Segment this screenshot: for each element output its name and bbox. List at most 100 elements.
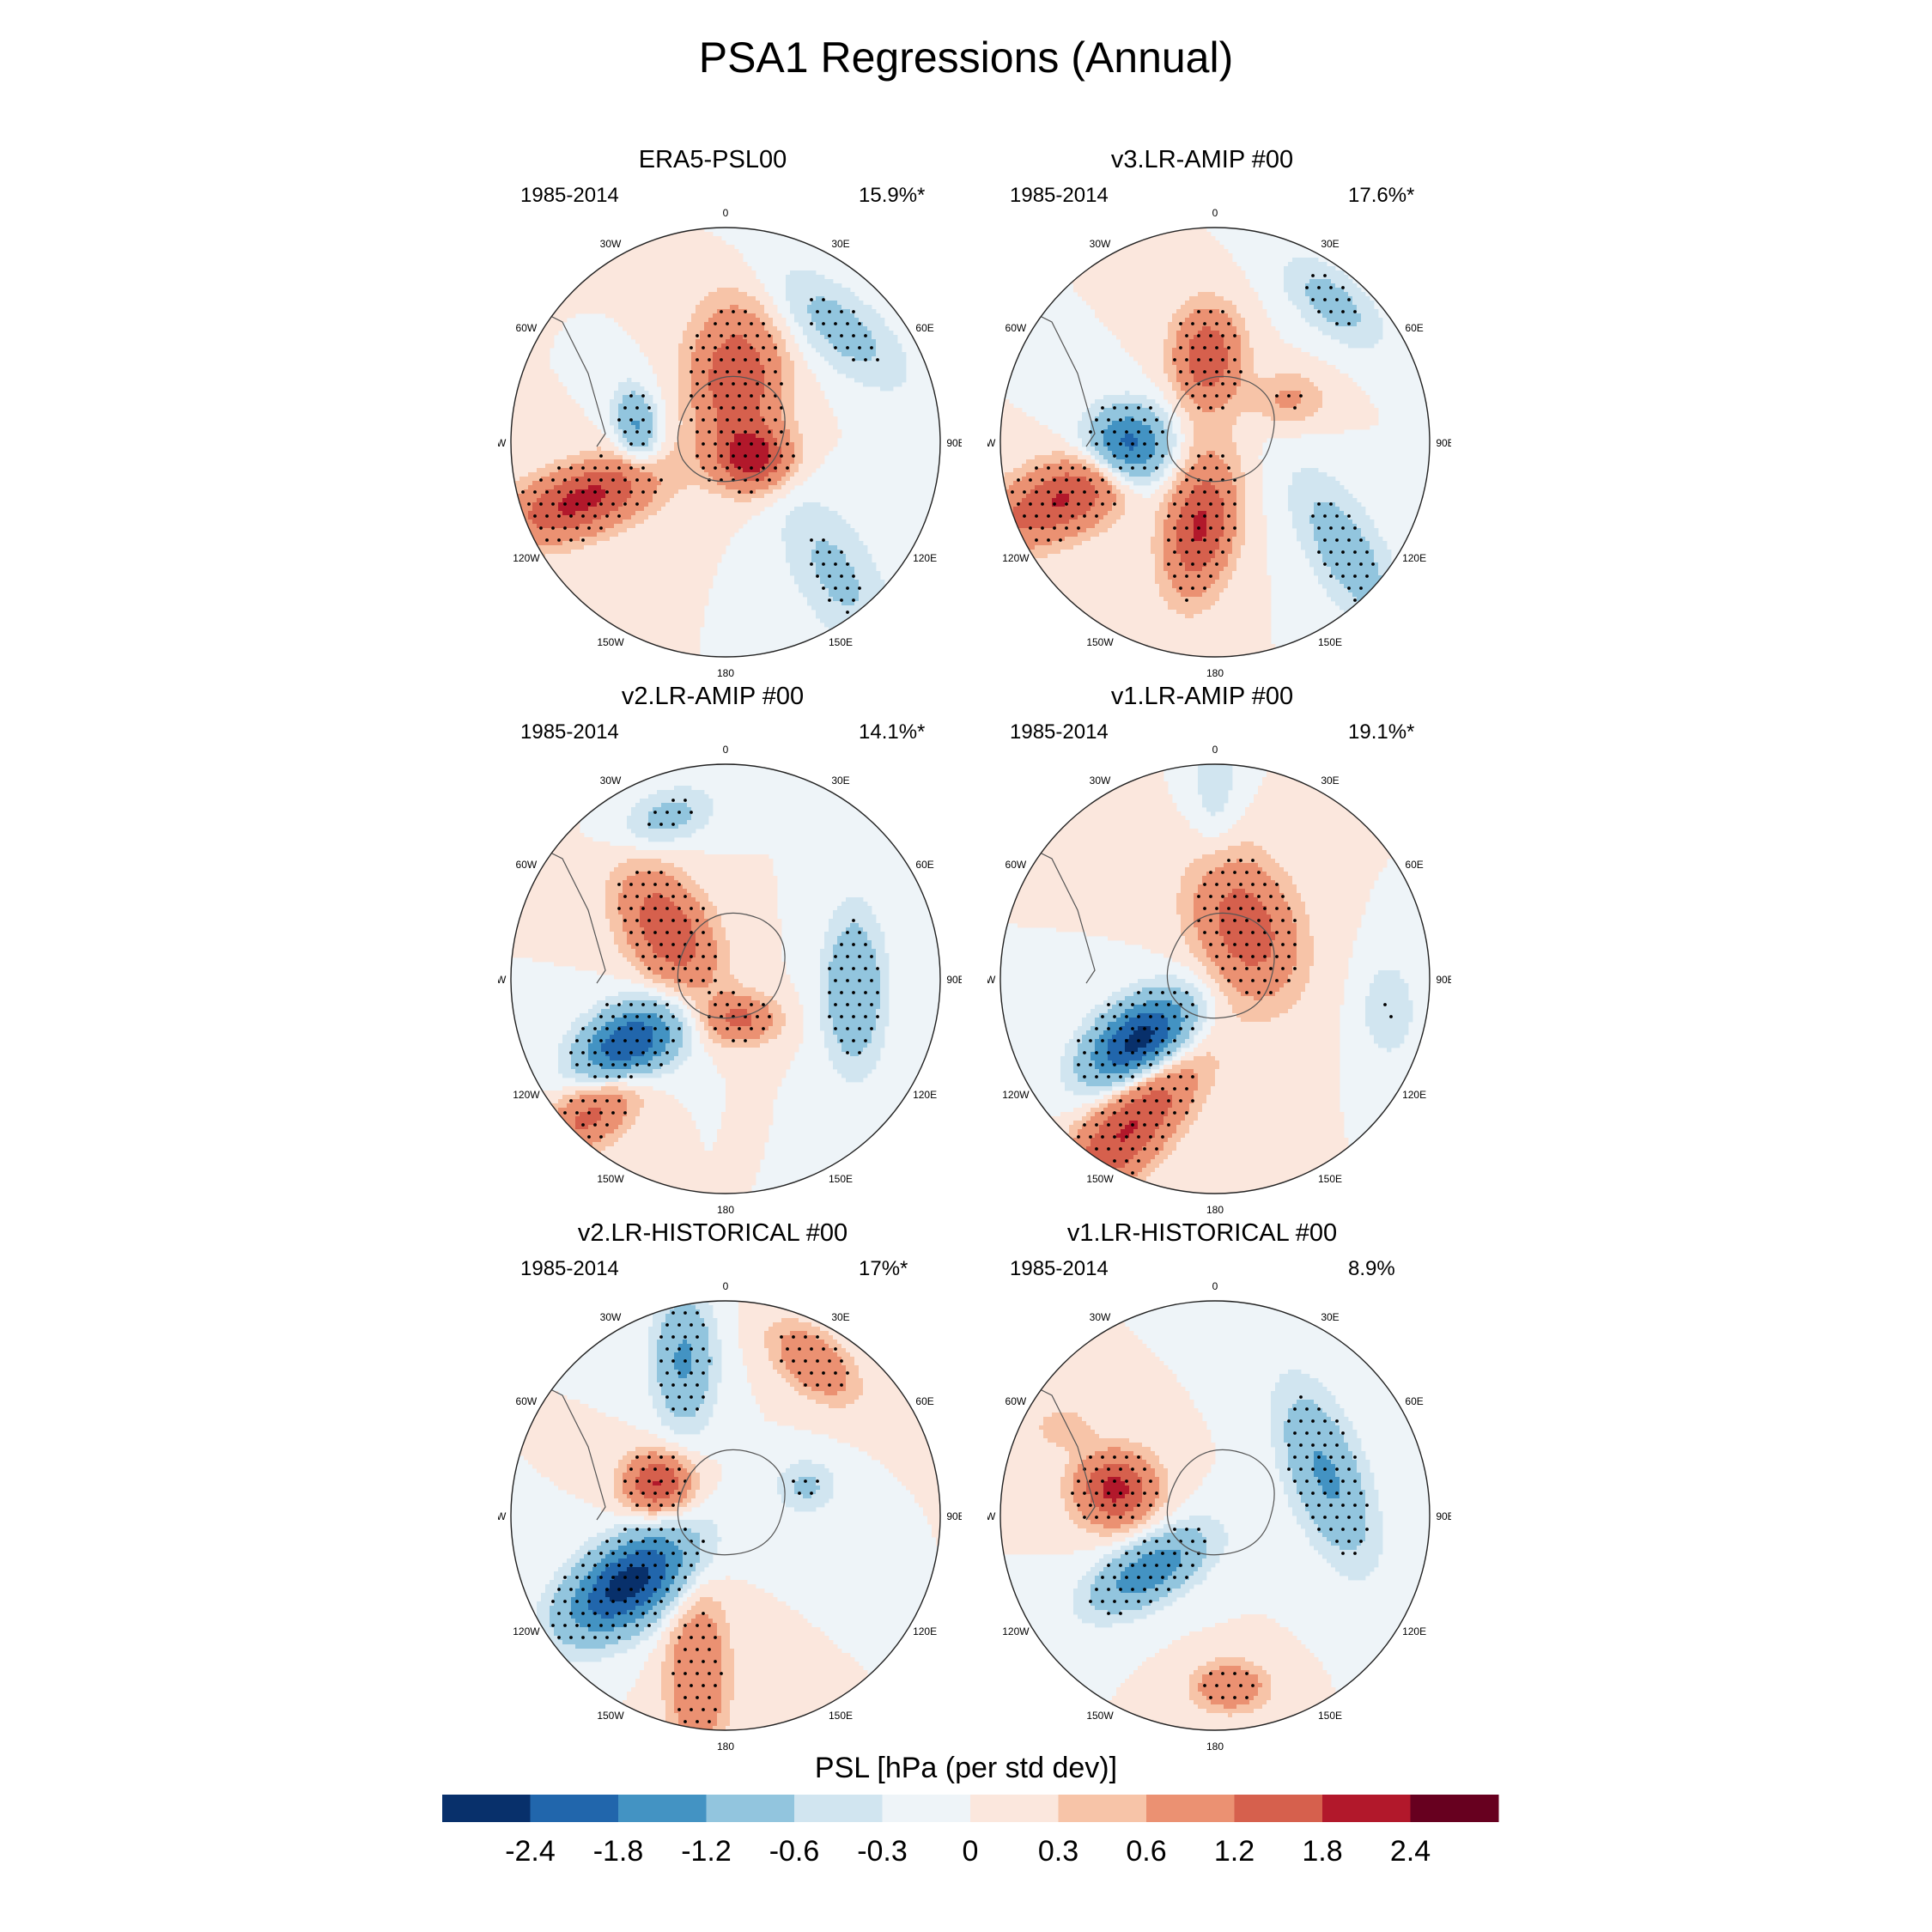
longitude-label: 180 <box>1206 667 1224 678</box>
longitude-label: 120E <box>1402 552 1426 564</box>
longitude-label: 90W <box>987 1510 996 1522</box>
polar-map: 0 30E 60E 90E 120E 150E 180 150W 120W 90W 60W 30W <box>498 1280 962 1752</box>
longitude-label: 30E <box>831 238 849 250</box>
map-panel: v2.LR-AMIP #00 1985-2014 14.1%* 0 30E 60E 90E 1… <box>498 683 979 1215</box>
longitude-label: 30W <box>600 1311 622 1323</box>
antarctica-coastline <box>1166 1449 1275 1556</box>
longitude-label: 30W <box>1090 1311 1111 1323</box>
colorbar-segment <box>1322 1795 1411 1822</box>
longitude-label: 30E <box>1321 1311 1339 1323</box>
panel-years: 1985-2014 <box>1010 1257 1109 1281</box>
map-panel: v1.LR-HISTORICAL #00 1985-2014 8.9% 0 30E 60E… <box>987 1219 1468 1752</box>
longitude-label: 150E <box>829 1173 853 1185</box>
colorbar-segment <box>1058 1795 1147 1822</box>
longitude-label: 180 <box>717 1741 734 1752</box>
longitude-label: 30W <box>600 238 622 250</box>
colorbar-tick-label: 0 <box>963 1835 979 1868</box>
longitude-label: 60W <box>516 322 538 334</box>
panel-variance-percent: 8.9% <box>1348 1257 1395 1281</box>
colorbar-tick-label: 0.6 <box>1126 1835 1166 1868</box>
longitude-label: 90W <box>987 437 996 449</box>
colorbar-tick-label: -1.8 <box>593 1835 644 1868</box>
longitude-label: 30W <box>600 775 622 787</box>
longitude-label: 90E <box>946 1510 962 1522</box>
longitude-label: 180 <box>717 667 734 678</box>
longitude-label: 90E <box>946 974 962 986</box>
panel-title: v2.LR-HISTORICAL #00 <box>498 1219 927 1248</box>
longitude-label: 60W <box>1005 322 1027 334</box>
colorbar-tick-label: 1.8 <box>1302 1835 1342 1868</box>
longitude-label: 120W <box>1002 1625 1030 1637</box>
panel-title: ERA5-PSL00 <box>498 146 927 174</box>
colorbar-segment <box>1146 1795 1235 1822</box>
map-border <box>510 1300 941 1731</box>
colorbar-tick-label: 0.3 <box>1038 1835 1078 1868</box>
map-border <box>999 1300 1431 1731</box>
longitude-label: 120W <box>513 1089 540 1101</box>
longitude-label: 0 <box>1212 1280 1218 1292</box>
longitude-label: 150E <box>829 1710 853 1722</box>
antarctica-coastline <box>677 912 786 1019</box>
longitude-label: 0 <box>1212 207 1218 219</box>
longitude-label: 180 <box>1206 1741 1224 1752</box>
map-panel: v3.LR-AMIP #00 1985-2014 17.6%* 0 30E 60E 90E 1… <box>987 146 1468 678</box>
longitude-label: 60W <box>516 1395 538 1407</box>
longitude-label: 60E <box>915 1395 933 1407</box>
panel-variance-percent: 19.1%* <box>1348 720 1414 744</box>
polar-map: 0 30E 60E 90E 120E 150E 180 150W 120W 90W 60W 30W <box>987 1280 1451 1752</box>
polar-map: 0 30E 60E 90E 120E 150E 180 150W 120W 90W 60W 30W <box>498 744 962 1215</box>
longitude-label: 90E <box>946 437 962 449</box>
colorbar-tick-label: 1.2 <box>1214 1835 1255 1868</box>
longitude-label: 180 <box>1206 1204 1224 1215</box>
colorbar-segment <box>794 1795 883 1822</box>
longitude-label: 120W <box>1002 1089 1030 1101</box>
colorbar-segment <box>1234 1795 1323 1822</box>
colorbar-segment <box>970 1795 1059 1822</box>
colorbar-segment <box>442 1795 531 1822</box>
longitude-label: 30W <box>1090 238 1111 250</box>
longitude-label: 150W <box>1086 1710 1114 1722</box>
longitude-label: 120W <box>1002 552 1030 564</box>
longitude-label: 150W <box>1086 1173 1114 1185</box>
longitude-label: 60E <box>1405 859 1423 871</box>
longitude-label: 60W <box>1005 859 1027 871</box>
map-border <box>999 763 1431 1194</box>
panel-title: v2.LR-AMIP #00 <box>498 683 927 711</box>
longitude-label: 30E <box>831 1311 849 1323</box>
panel-variance-percent: 17.6%* <box>1348 184 1414 208</box>
longitude-label: 120W <box>513 1625 540 1637</box>
antarctica-coastline <box>1166 912 1275 1019</box>
longitude-label: 150E <box>829 636 853 648</box>
polar-map: 0 30E 60E 90E 120E 150E 180 150W 120W 90W 60W 30W <box>987 744 1451 1215</box>
longitude-label: 120E <box>913 1625 937 1637</box>
longitude-label: 90E <box>1436 1510 1451 1522</box>
longitude-label: 90E <box>1436 437 1451 449</box>
panel-title: v1.LR-AMIP #00 <box>987 683 1417 711</box>
longitude-label: 30E <box>1321 238 1339 250</box>
antarctica-coastline <box>1166 375 1275 483</box>
longitude-label: 90E <box>1436 974 1451 986</box>
colorbar-segment <box>618 1795 707 1822</box>
map-panel: v1.LR-AMIP #00 1985-2014 19.1%* 0 30E 60E 90E 1… <box>987 683 1468 1215</box>
map-border <box>999 227 1431 658</box>
longitude-label: 0 <box>723 207 729 219</box>
longitude-label: 30E <box>831 775 849 787</box>
longitude-label: 0 <box>723 1280 729 1292</box>
longitude-label: 90W <box>987 974 996 986</box>
colorbar-tick-label: -1.2 <box>681 1835 732 1868</box>
panel-years: 1985-2014 <box>1010 184 1109 208</box>
antarctica-coastline <box>677 1449 786 1556</box>
colorbar-segment <box>530 1795 619 1822</box>
panel-variance-percent: 17%* <box>859 1257 908 1281</box>
panel-variance-percent: 14.1%* <box>859 720 925 744</box>
panel-variance-percent: 15.9%* <box>859 184 925 208</box>
longitude-label: 60W <box>1005 1395 1027 1407</box>
longitude-label: 150E <box>1318 636 1342 648</box>
colorbar-tick-label: -0.3 <box>857 1835 908 1868</box>
longitude-label: 150E <box>1318 1710 1342 1722</box>
panel-years: 1985-2014 <box>1010 720 1109 744</box>
colorbar-segment <box>882 1795 971 1822</box>
longitude-label: 30W <box>1090 775 1111 787</box>
panel-title: v1.LR-HISTORICAL #00 <box>987 1219 1417 1248</box>
colorbar-title: PSL [hPa (per std dev)] <box>0 1752 1932 1785</box>
